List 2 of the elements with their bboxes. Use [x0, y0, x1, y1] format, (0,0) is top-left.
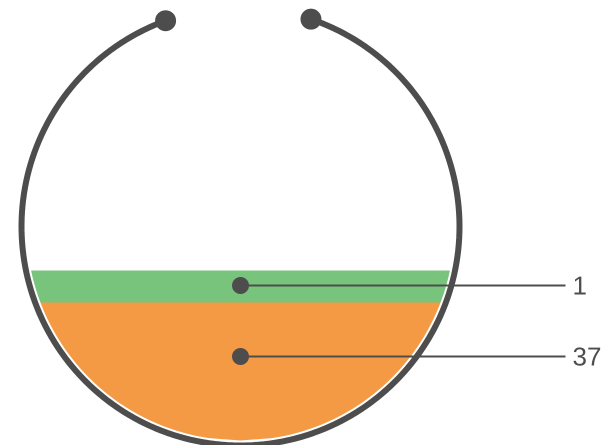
data-label: 1	[572, 270, 587, 300]
data-label: 37	[572, 342, 602, 372]
